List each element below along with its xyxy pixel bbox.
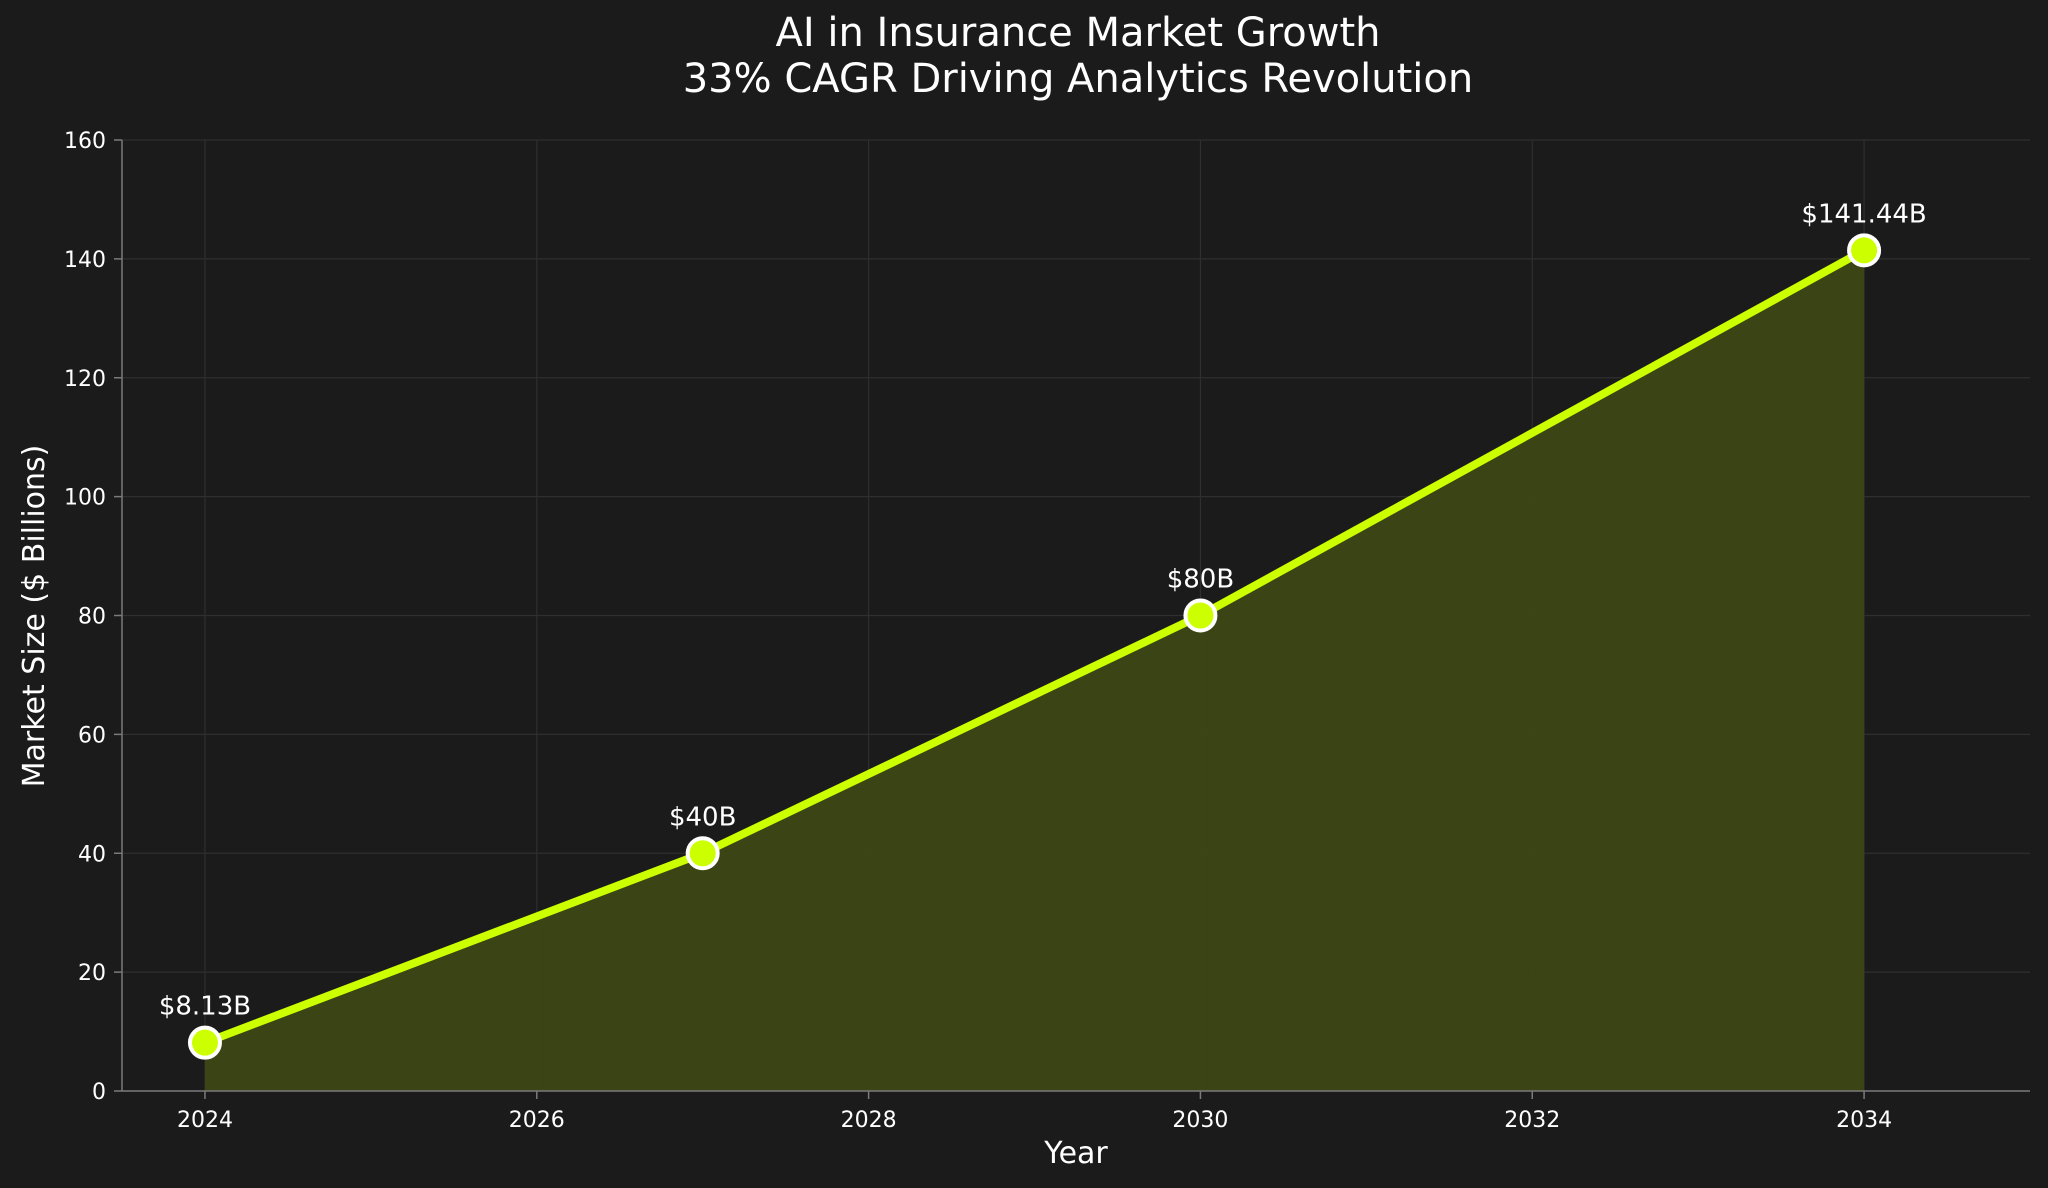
- x-tick-label: 2024: [177, 1108, 233, 1133]
- y-ticks: 0 20 40 60 80 100 120 140 160: [64, 129, 122, 1105]
- x-axis-label: Year: [1043, 1136, 1108, 1171]
- data-label: $80B: [1167, 565, 1234, 595]
- y-axis-label: Market Size ($ Billions): [17, 445, 52, 788]
- x-tick-label: 2034: [1836, 1108, 1892, 1133]
- x-tick-label: 2026: [509, 1108, 565, 1133]
- x-tick-label: 2028: [841, 1108, 897, 1133]
- y-tick-label: 140: [64, 248, 106, 273]
- data-label: $8.13B: [159, 992, 251, 1022]
- data-label: $40B: [669, 802, 736, 832]
- data-point: [187, 1025, 222, 1060]
- x-ticks: 2024 2026 2028 2030 2032 2034: [177, 1091, 1892, 1133]
- data-point: [1183, 598, 1218, 633]
- y-tick-label: 40: [78, 842, 106, 867]
- y-tick-label: 20: [78, 961, 106, 986]
- y-tick-label: 100: [64, 486, 106, 511]
- data-labels: $8.13B $40B $80B $141.44B: [159, 199, 1927, 1021]
- y-tick-label: 0: [92, 1080, 106, 1105]
- data-point: [685, 836, 720, 871]
- y-tick-label: 160: [64, 129, 106, 154]
- x-tick-label: 2032: [1504, 1108, 1560, 1133]
- y-tick-label: 60: [78, 723, 106, 748]
- area-fill: [204, 250, 1865, 1092]
- data-points: [187, 233, 1882, 1060]
- chart-title-line2: 33% CAGR Driving Analytics Revolution: [683, 56, 1474, 102]
- series-line: [200, 246, 1869, 1047]
- y-tick-label: 120: [64, 367, 106, 392]
- x-tick-label: 2030: [1172, 1108, 1228, 1133]
- data-point: [1847, 233, 1882, 268]
- y-tick-label: 80: [78, 605, 106, 630]
- chart-title-line1: AI in Insurance Market Growth: [775, 10, 1380, 56]
- data-label: $141.44B: [1801, 199, 1926, 229]
